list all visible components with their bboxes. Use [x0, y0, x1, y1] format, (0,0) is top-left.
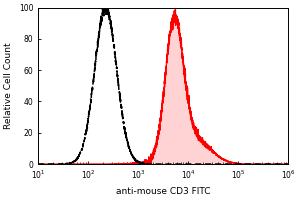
X-axis label: anti-mouse CD3 FITC: anti-mouse CD3 FITC: [116, 187, 211, 196]
Y-axis label: Relative Cell Count: Relative Cell Count: [4, 43, 13, 129]
